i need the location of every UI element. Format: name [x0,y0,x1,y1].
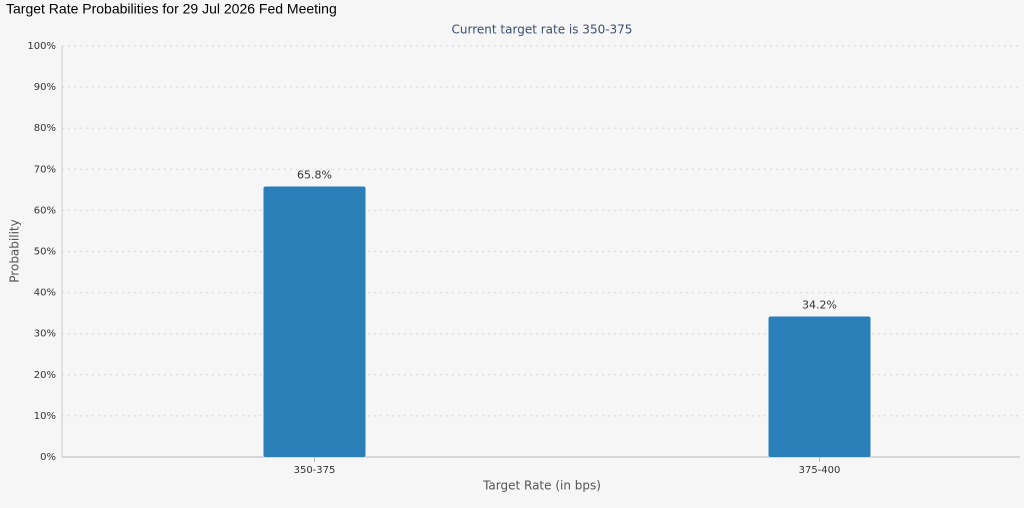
value-label: 34.2% [802,298,837,311]
chart-title: Target Rate Probabilities for 29 Jul 202… [6,1,337,17]
y-tick-label: 60% [34,205,56,216]
x-tick-label: 350-375 [294,465,336,476]
y-tick-label: 50% [34,247,56,258]
y-tick-label: 70% [34,164,56,175]
chart-subtitle: Current target rate is 350-375 [452,23,633,37]
y-tick-label: 80% [34,123,56,134]
bar [263,186,366,457]
y-axis-title: Probability [8,219,22,282]
y-tick-label: 40% [34,288,56,299]
y-tick-label: 100% [27,41,56,52]
y-tick-label: 30% [34,329,56,340]
x-axis-title: Target Rate (in bps) [482,479,601,493]
y-tick-label: 10% [34,411,56,422]
y-tick-label: 0% [40,452,56,463]
y-tick-label: 20% [34,370,56,381]
bar [768,316,871,457]
x-tick-label: 375-400 [799,465,841,476]
y-tick-label: 90% [34,82,56,93]
value-label: 65.8% [297,169,332,182]
